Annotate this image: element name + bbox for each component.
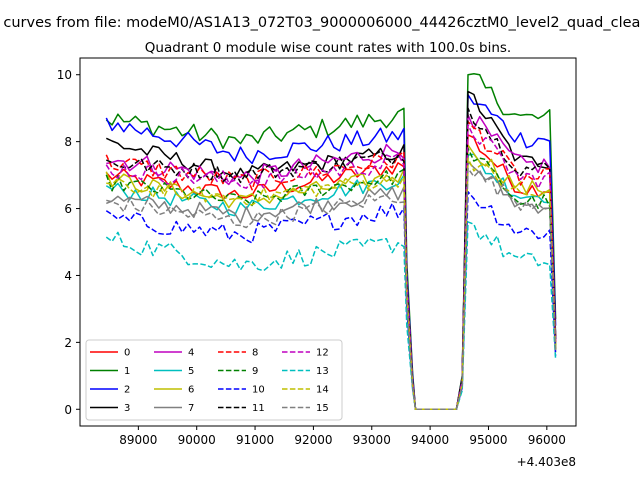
y-axis: 0 2 4 6 8 10 — [57, 68, 80, 417]
axes-frame — [79, 57, 577, 427]
legend-label-11: 11 — [252, 403, 265, 414]
y-tick-label: 8 — [64, 135, 72, 149]
series-layer — [105, 73, 557, 411]
y-tick-label: 4 — [64, 269, 72, 283]
series-line-2 — [105, 94, 557, 411]
series-line-8 — [105, 120, 557, 411]
x-tick-label: 95000 — [469, 433, 507, 447]
legend-label-3: 3 — [124, 403, 130, 414]
y-tick-label: 10 — [57, 68, 72, 82]
x-tick-label: 90000 — [178, 433, 216, 447]
series-line-13 — [105, 221, 557, 411]
legend-label-4: 4 — [188, 348, 194, 359]
y-tick-label: 2 — [64, 336, 72, 350]
legend-label-13: 13 — [316, 366, 329, 377]
x-tick-label: 89000 — [119, 433, 157, 447]
series-line-12 — [105, 124, 557, 411]
legend-label-6: 6 — [188, 385, 194, 396]
figure-suptitle: Light curves from file: modeM0/AS1A13_07… — [0, 15, 640, 31]
legend-label-2: 2 — [124, 385, 130, 396]
x-tick-label: 94000 — [411, 433, 449, 447]
legend-label-7: 7 — [188, 403, 194, 414]
chart-title: Quadrant 0 module wise count rates with … — [145, 40, 511, 56]
legend-label-9: 9 — [252, 366, 258, 377]
x-tick-label: 96000 — [528, 433, 566, 447]
series-line-4 — [106, 114, 557, 411]
y-tick-label: 6 — [64, 202, 72, 216]
series-line-15 — [106, 167, 557, 411]
x-axis-offset-label: +4.403e8 — [517, 455, 576, 469]
legend-label-15: 15 — [316, 403, 329, 414]
legend-box — [85, 339, 343, 421]
series-line-14 — [106, 157, 557, 411]
y-tick-label: 0 — [64, 403, 72, 417]
legend-label-0: 0 — [124, 348, 130, 359]
x-axis: 89000 90000 91000 92000 93000 94000 95000 96000 — [119, 426, 566, 447]
legend-label-12: 12 — [316, 348, 329, 359]
x-tick-label: 91000 — [236, 433, 274, 447]
legend-label-5: 5 — [188, 366, 194, 377]
series-line-1 — [105, 73, 557, 411]
legend-label-10: 10 — [252, 385, 265, 396]
x-tick-label: 92000 — [294, 433, 332, 447]
x-tick-label: 93000 — [353, 433, 391, 447]
legend-label-1: 1 — [124, 366, 130, 377]
legend-label-8: 8 — [252, 348, 258, 359]
legend-label-14: 14 — [316, 385, 329, 396]
